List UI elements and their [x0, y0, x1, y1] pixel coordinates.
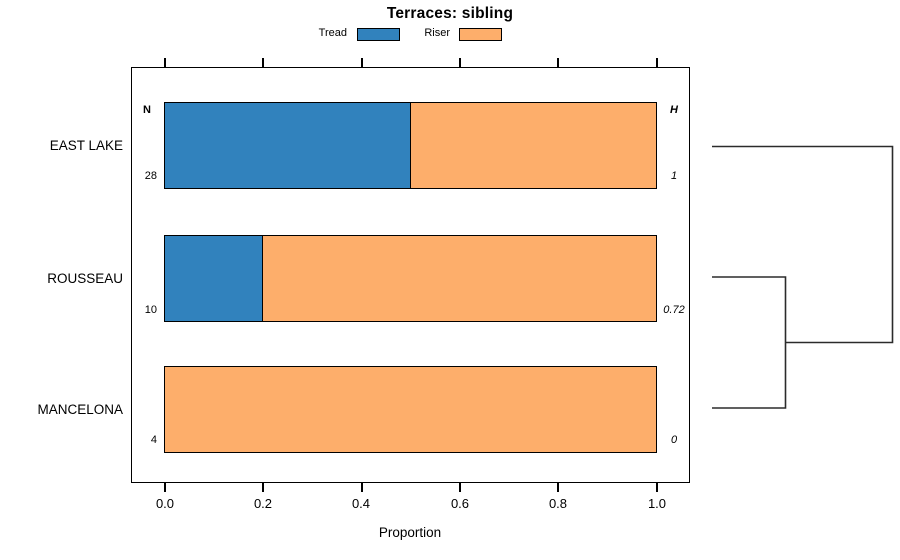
axis-tick — [262, 483, 264, 492]
bar-rousseau — [164, 235, 657, 322]
x-tick-label: 0.0 — [155, 496, 175, 511]
tread-segment — [165, 236, 264, 321]
riser-segment — [165, 367, 656, 452]
chart-title: Terraces: sibling — [386, 5, 514, 22]
legend-label-riser: Riser — [424, 27, 450, 39]
dendrogram-branches — [712, 145, 894, 409]
x-tick-label: 0.8 — [548, 496, 568, 511]
tread-segment — [165, 103, 411, 188]
riser-segment — [410, 103, 656, 188]
n-column-header: N — [143, 104, 151, 116]
h-value: 0 — [670, 434, 678, 446]
x-axis-title: Proportion — [378, 525, 442, 540]
axis-tick — [262, 58, 264, 67]
legend-label-tread: Tread — [318, 27, 347, 39]
n-value: 4 — [150, 434, 157, 446]
x-tick-label: 0.4 — [351, 496, 371, 511]
axis-tick — [459, 483, 461, 492]
category-label-mancelona: MANCELONA — [37, 402, 123, 417]
axis-tick — [557, 58, 559, 67]
legend-swatch-riser — [459, 28, 502, 41]
bar-east-lake — [164, 102, 657, 189]
n-value: 10 — [144, 304, 157, 316]
h-value: 0.72 — [663, 304, 685, 316]
h-value: 1 — [670, 170, 678, 182]
legend-swatch-tread — [357, 28, 400, 41]
n-value: 28 — [144, 170, 157, 182]
x-tick-label: 1.0 — [647, 496, 667, 511]
axis-tick — [361, 483, 363, 492]
axis-tick — [164, 58, 166, 67]
plot-frame — [131, 67, 690, 483]
h-column-header: H — [670, 104, 678, 116]
axis-tick — [459, 58, 461, 67]
x-tick-label: 0.2 — [253, 496, 273, 511]
category-label-east-lake: EAST LAKE — [49, 138, 123, 153]
category-label-rousseau: ROUSSEAU — [47, 271, 123, 286]
riser-segment — [263, 236, 656, 321]
bar-mancelona — [164, 366, 657, 453]
axis-tick — [656, 483, 658, 492]
axis-tick — [656, 58, 658, 67]
axis-tick — [164, 483, 166, 492]
x-tick-label: 0.6 — [450, 496, 470, 511]
axis-tick — [361, 58, 363, 67]
axis-tick — [557, 483, 559, 492]
